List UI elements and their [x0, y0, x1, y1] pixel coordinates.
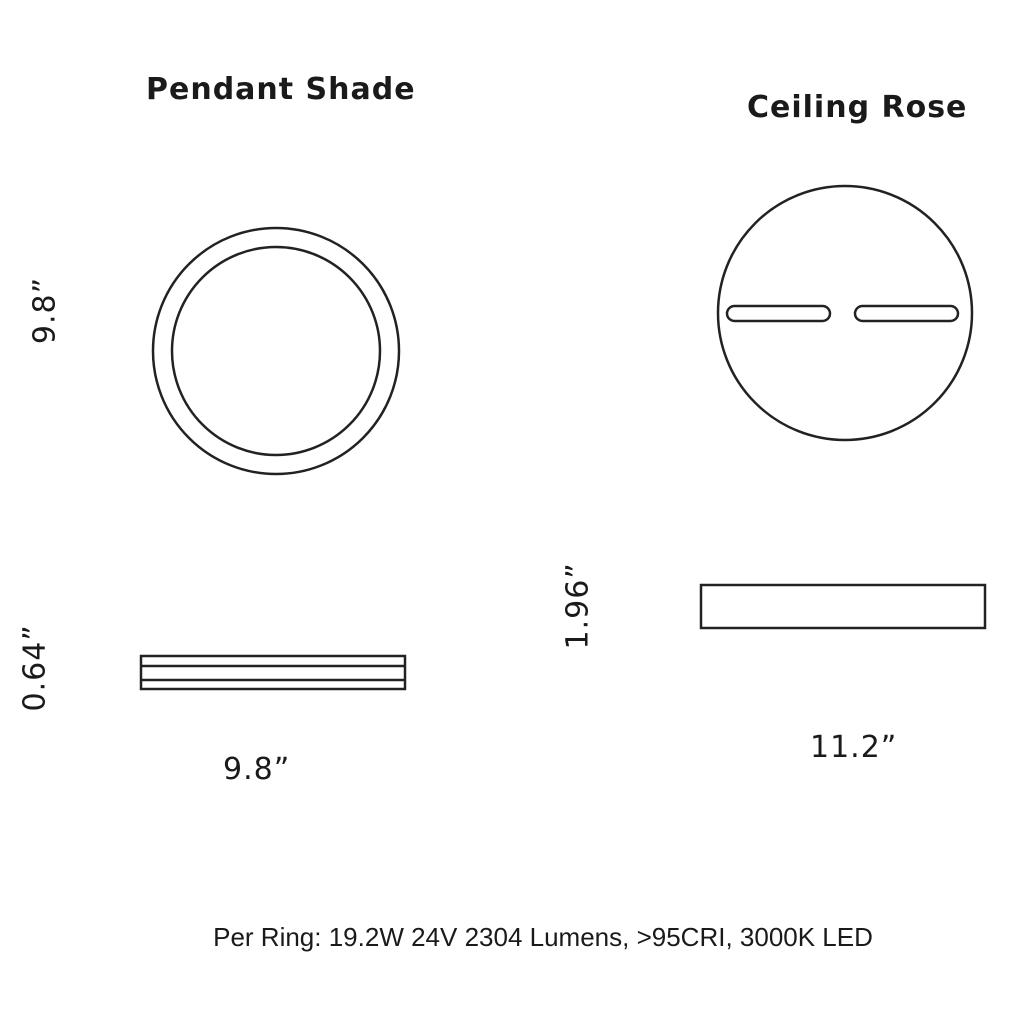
pendant-inner-ring [170, 245, 382, 457]
ceiling-rose-height-label: 1.96” [560, 562, 596, 650]
ceiling-rose-slot-right [853, 304, 960, 323]
pendant-side-profile [139, 654, 407, 691]
ceiling-rose-width-label: 11.2” [810, 730, 898, 765]
pendant-height-label: 9.8” [27, 276, 63, 345]
pendant-outer-ring [151, 226, 401, 476]
ceiling-rose-title: Ceiling Rose [747, 90, 968, 125]
pendant-width-label: 9.8” [223, 752, 291, 787]
pendant-thickness-label: 0.64” [17, 624, 53, 712]
spec-text: Per Ring: 19.2W 24V 2304 Lumens, >95CRI,… [213, 922, 873, 952]
ceiling-rose-slot-left [725, 304, 832, 323]
pendant-shade-title: Pendant Shade [146, 72, 416, 107]
ceiling-rose-side-profile [699, 583, 987, 630]
ceiling-rose-top-view [716, 184, 974, 442]
